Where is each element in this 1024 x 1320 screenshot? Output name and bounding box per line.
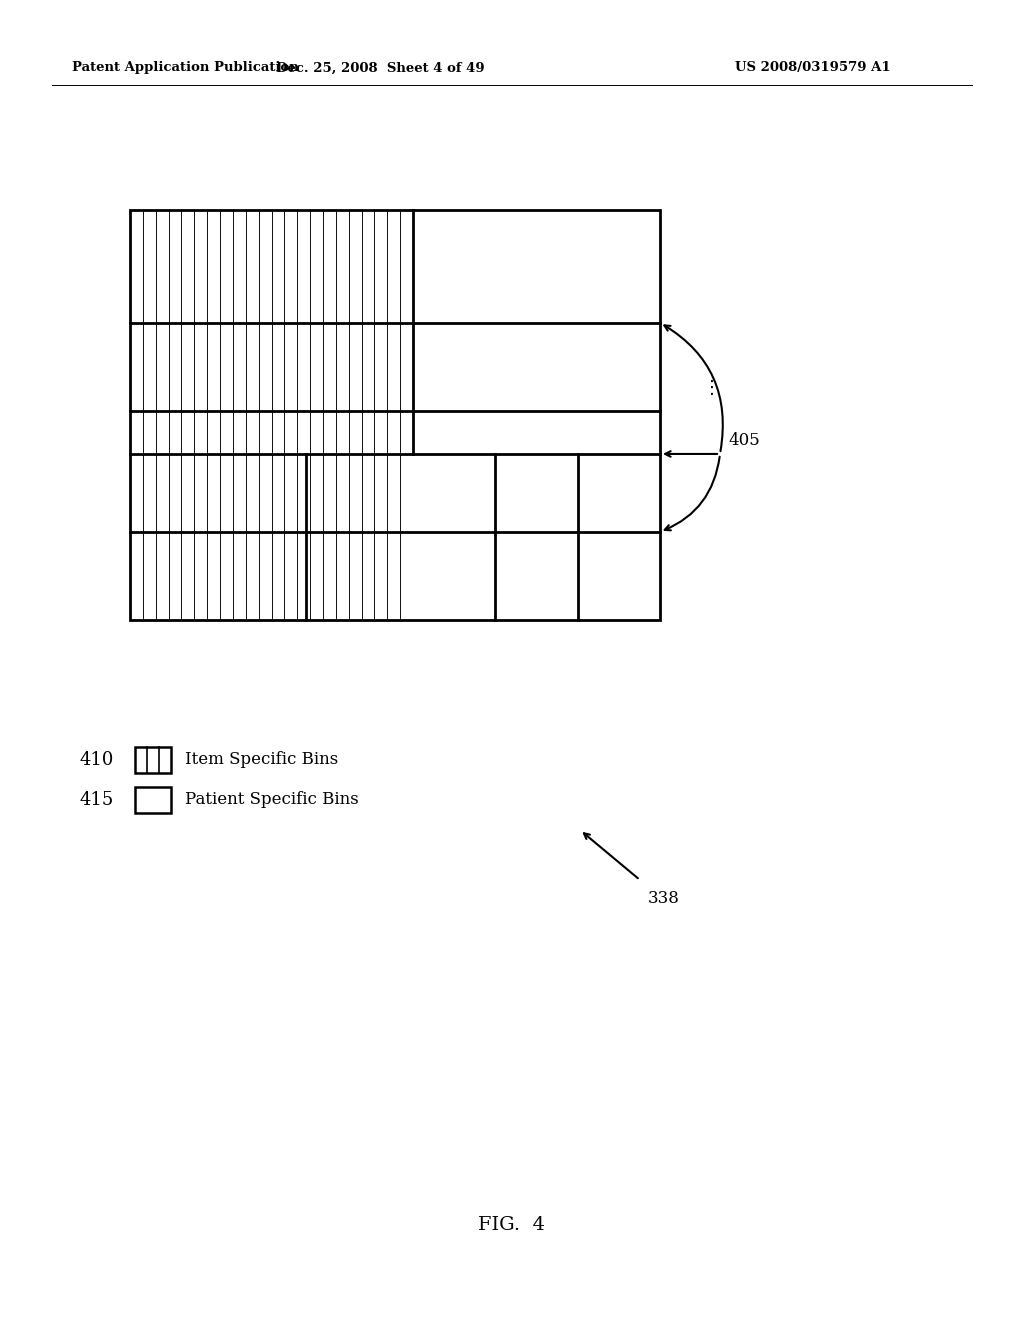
Text: 405: 405 [728, 432, 760, 449]
Text: ⋮: ⋮ [703, 379, 721, 397]
Text: FIG.  4: FIG. 4 [478, 1216, 546, 1234]
Text: 410: 410 [80, 751, 115, 770]
Text: US 2008/0319579 A1: US 2008/0319579 A1 [735, 62, 891, 74]
Text: 338: 338 [648, 890, 680, 907]
Text: 415: 415 [80, 791, 115, 809]
Text: Patient Specific Bins: Patient Specific Bins [185, 792, 358, 808]
Text: Item Specific Bins: Item Specific Bins [185, 751, 338, 768]
Bar [135, 787, 171, 813]
Text: Patent Application Publication: Patent Application Publication [72, 62, 299, 74]
Text: Dec. 25, 2008  Sheet 4 of 49: Dec. 25, 2008 Sheet 4 of 49 [275, 62, 484, 74]
Bar [130, 210, 660, 620]
Bar [135, 747, 171, 774]
